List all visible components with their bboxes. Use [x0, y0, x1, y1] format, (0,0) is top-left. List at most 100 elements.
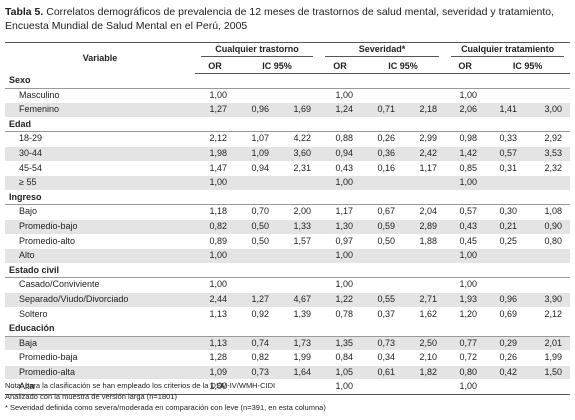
cell: 0,26 [485, 350, 526, 366]
cell: 0,71 [361, 102, 404, 118]
cell [525, 379, 571, 396]
cell: 0,78 [319, 307, 362, 323]
cell [403, 379, 446, 396]
cell: 2,50 [403, 336, 446, 352]
cell: 0,50 [235, 219, 277, 235]
cell: 1,62 [403, 307, 446, 323]
cell: 2,44 [195, 292, 235, 308]
cell: 1,00 [445, 277, 486, 293]
cell: 2,12 [195, 131, 235, 147]
cell: 2,42 [403, 146, 446, 162]
header-group: Cualquier trastorno [195, 42, 320, 58]
caption-label: Tabla 5. [5, 6, 44, 18]
cell: 0,96 [485, 292, 526, 308]
note: Nota: para la clasificación se han emple… [5, 381, 276, 390]
cell: 1,50 [525, 365, 571, 381]
cell: 0,77 [445, 336, 486, 352]
cell: 1,09 [195, 365, 235, 381]
cell: 1,82 [403, 365, 446, 381]
data-row: Promedio-alta 1,09 0,73 1,64 1,05 0,61 1,82 0,8… [5, 365, 571, 381]
cell: 1,00 [195, 175, 235, 191]
row-label: Separado/Viudo/Divorciado [5, 292, 195, 308]
cell: 1,33 [277, 219, 320, 235]
cell: 2,89 [403, 219, 446, 235]
section-row: Estado civil [5, 263, 571, 279]
cell: 3,53 [525, 146, 571, 162]
section-title: Educación [5, 321, 571, 337]
cell: 2,00 [277, 204, 320, 220]
row-label: ≥ 55 [5, 175, 195, 191]
data-row: Promedio-bajo 0,82 0,50 1,33 1,30 0,59 2,89 0,4… [5, 219, 571, 235]
group-label: Severidad* [325, 44, 440, 57]
cell [235, 88, 277, 104]
table-caption: Tabla 5. Correlatos demográficos de prev… [5, 5, 570, 33]
cell: 0,94 [235, 161, 277, 177]
cell: 1,05 [319, 365, 362, 381]
cell: 2,92 [525, 131, 571, 147]
cell: 0,25 [485, 234, 526, 250]
cell [525, 175, 571, 191]
cell: 1,88 [403, 234, 446, 250]
cell: 0,59 [361, 219, 404, 235]
cell [235, 175, 277, 191]
cell: 0,29 [485, 336, 526, 352]
cell: 1,00 [195, 248, 235, 264]
data-row: 18-29 2,12 1,07 4,22 0,88 0,26 2,99 0,98 0,33 2,9… [5, 131, 571, 147]
cell: 1,07 [235, 131, 277, 147]
cell: 2,32 [525, 161, 571, 177]
cell: 0,26 [361, 131, 404, 147]
note: * Severidad definida como severa/moderad… [5, 403, 326, 412]
cell: 0,34 [361, 350, 404, 366]
row-label: 45-54 [5, 161, 195, 177]
cell: 1,99 [277, 350, 320, 366]
cell: 0,94 [319, 146, 362, 162]
cell: 1,27 [195, 102, 235, 118]
cell: 0,73 [361, 336, 404, 352]
cell: 1,42 [445, 146, 486, 162]
cell: 0,36 [361, 146, 404, 162]
cell: 0,21 [485, 219, 526, 235]
note: Analizado con la muestra de versión larg… [5, 392, 177, 401]
data-row: ≥ 55 1,00 1,00 1,00 [5, 175, 571, 191]
section-row: Edad [5, 117, 571, 133]
cell: 0,88 [319, 131, 362, 147]
row-label: Promedio-alto [5, 234, 195, 250]
cell: 1,00 [319, 379, 362, 396]
cell: 0,98 [445, 131, 486, 147]
cell: 2,10 [403, 350, 446, 366]
cell: 1,99 [525, 350, 571, 366]
cell: 1,00 [195, 277, 235, 293]
cell: 1,13 [195, 336, 235, 352]
cell: 0,30 [485, 204, 526, 220]
cell: 2,12 [525, 307, 571, 323]
section-row: Sexo [5, 73, 571, 89]
row-label: Baja [5, 336, 195, 352]
caption-text: Correlatos demográficos de prevalencia d… [5, 6, 555, 32]
cell: 0,92 [235, 307, 277, 323]
cell: 1,69 [277, 102, 320, 118]
section-title: Sexo [5, 73, 571, 89]
cell [403, 88, 446, 104]
section-title: Edad [5, 117, 571, 133]
cell: 3,00 [525, 102, 571, 118]
cell: 1,73 [277, 336, 320, 352]
cell: 1,35 [319, 336, 362, 352]
cell [361, 277, 404, 293]
data-table: Variable Cualquier trastorno Severidad* … [5, 42, 571, 396]
cell: 0,85 [445, 161, 486, 177]
cell: 0,82 [235, 350, 277, 366]
cell [361, 175, 404, 191]
cell [235, 379, 277, 396]
cell: 0,42 [485, 365, 526, 381]
notes: Nota: para la clasificación se han emple… [5, 380, 326, 413]
cell [525, 277, 571, 293]
cell: 1,24 [319, 102, 362, 118]
cell: 0,89 [195, 234, 235, 250]
cell: 1,30 [319, 219, 362, 235]
cell: 1,00 [319, 248, 362, 264]
cell: 1,17 [319, 204, 362, 220]
section-title: Ingreso [5, 190, 571, 206]
row-label: 18-29 [5, 131, 195, 147]
cell: 2,01 [525, 336, 571, 352]
